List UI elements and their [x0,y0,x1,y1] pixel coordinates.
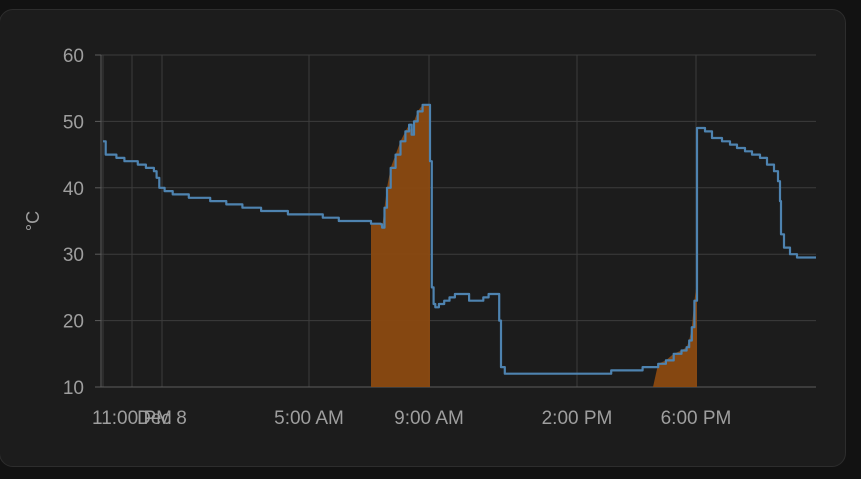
y-axis-ticks: 10 20 30 40 50 60 [63,46,84,399]
shaded-region [653,128,697,387]
y-tick-label: 30 [63,245,84,266]
y-tick-label: 60 [63,46,84,67]
x-tick-label: 11:00 PM [92,408,172,429]
y-tick-label: 50 [63,112,84,133]
x-tick-label: Dec 8 [137,408,187,429]
y-tick-label: 10 [63,378,84,399]
shaded-region [371,104,430,388]
y-tick-label: 40 [63,179,84,200]
x-tick-label: 9:00 AM [394,408,464,429]
series-line [103,103,816,375]
x-tick-label: 5:00 AM [274,408,344,429]
chart-shaded-areas [371,104,697,388]
y-axis-label: °C [23,211,43,231]
x-tick-label: 2:00 PM [542,408,613,429]
chart-grid [95,54,816,388]
x-tick-label: 6:00 PM [661,408,732,429]
y-tick-label: 20 [63,312,84,333]
chart-series [103,103,816,375]
